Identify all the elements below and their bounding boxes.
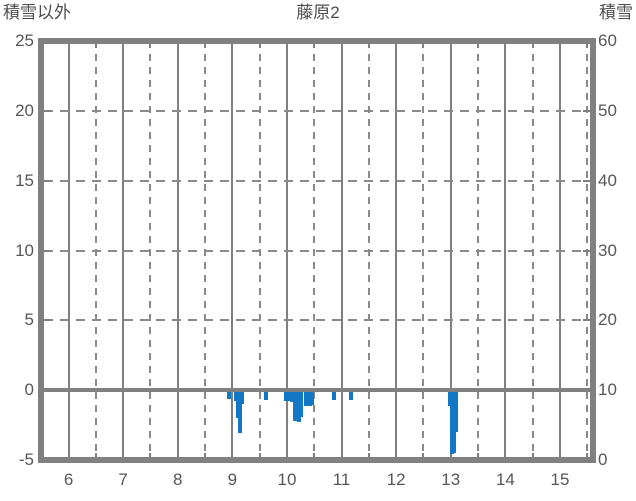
y-axis-tick-label-right: 10 [598, 380, 617, 400]
tick-y-right [583, 319, 590, 322]
bar [235, 390, 240, 419]
y-axis-tick-label-left: 10 [15, 240, 34, 260]
bar [240, 390, 245, 405]
tick-x-bottom [94, 453, 97, 460]
bar [454, 390, 459, 433]
tick-y-left [44, 179, 51, 182]
bar [238, 390, 242, 434]
bar [299, 390, 304, 417]
tick-x-bottom [477, 453, 480, 460]
tick-x-bottom [67, 453, 70, 460]
x-axis-tick-label: 10 [277, 470, 297, 489]
bar [292, 390, 297, 421]
tick-x-top [422, 41, 425, 48]
x-axis-tick-label: 11 [332, 470, 351, 489]
x-axis-tick-label: 9 [227, 470, 238, 489]
bar [294, 390, 299, 417]
tick-x-top [204, 41, 207, 48]
y-axis-tick-label-right: 60 [598, 31, 617, 50]
tick-x-top [367, 41, 370, 48]
bar [307, 390, 312, 406]
tick-x-top [586, 41, 589, 48]
tick-x-top [395, 41, 398, 48]
y-axis-tick-label-right: 20 [598, 310, 617, 330]
tick-x-top [340, 41, 343, 48]
left-axis-title: 積雪以外 [3, 3, 71, 22]
tick-x-bottom [422, 453, 425, 460]
bar [296, 390, 301, 423]
tick-x-bottom [449, 453, 452, 460]
y-axis-tick-label-left: 5 [24, 310, 34, 330]
tick-x-top [504, 41, 507, 48]
x-axis-tick-label: 15 [550, 470, 570, 489]
tick-x-top [285, 41, 288, 48]
gridline-horizontal [44, 249, 590, 252]
tick-x-bottom [504, 453, 507, 460]
tick-x-bottom [313, 453, 316, 460]
y-axis-tick-label-right: 50 [598, 100, 617, 120]
tick-x-top [149, 41, 152, 48]
x-axis-tick-label: 6 [63, 470, 74, 489]
tick-y-right [583, 249, 590, 252]
gridline-horizontal [44, 179, 590, 182]
tick-x-top [449, 41, 452, 48]
bar [303, 390, 308, 406]
axis-spine-left [38, 38, 44, 463]
tick-x-bottom [340, 453, 343, 460]
y-axis-tick-label-right: 30 [598, 240, 617, 260]
bar [452, 390, 457, 453]
tick-x-bottom [285, 453, 288, 460]
page-title: 藤原2 [296, 3, 340, 22]
tick-y-right [583, 109, 590, 112]
tick-x-bottom [258, 453, 261, 460]
y-axis-tick-label-left: -5 [18, 450, 34, 469]
tick-x-top [531, 41, 534, 48]
tick-x-top [558, 41, 561, 48]
tick-x-top [67, 41, 70, 48]
x-axis-tick-label: 7 [118, 470, 128, 489]
tick-x-bottom [204, 453, 207, 460]
tick-x-top [258, 41, 261, 48]
y-axis-tick-label-left: 0 [24, 380, 34, 400]
x-axis-tick-label: 8 [173, 470, 183, 489]
tick-x-bottom [367, 453, 370, 460]
gridline-horizontal [44, 109, 590, 112]
tick-x-bottom [231, 453, 234, 460]
tick-y-right [583, 179, 590, 182]
y-axis-tick-label-left: 15 [15, 170, 34, 190]
axis-spine-right [590, 38, 596, 463]
right-axis-title: 積雪 [599, 3, 633, 22]
bar [305, 390, 310, 406]
tick-y-left [44, 249, 51, 252]
tick-x-top [176, 41, 179, 48]
gridline-horizontal [44, 319, 590, 322]
tick-x-bottom [176, 453, 179, 460]
zero-baseline [44, 388, 590, 393]
tick-x-top [231, 41, 234, 48]
tick-x-top [477, 41, 480, 48]
y-axis-tick-label-left: 20 [15, 100, 34, 120]
tick-x-bottom [122, 453, 125, 460]
y-axis-tick-label-right: 40 [598, 170, 617, 190]
y-axis-tick-label-right: 0 [598, 450, 608, 469]
tick-x-bottom [149, 453, 152, 460]
y-axis-tick-label-left: 25 [15, 31, 34, 50]
tick-x-bottom [531, 453, 534, 460]
tick-x-top [313, 41, 316, 48]
tick-x-bottom [395, 453, 398, 460]
axis-spine-top [38, 38, 596, 44]
tick-x-top [122, 41, 125, 48]
axis-spine-bottom [38, 457, 596, 463]
tick-x-bottom [558, 453, 561, 460]
x-axis-tick-label: 12 [386, 470, 406, 489]
tick-y-left [44, 109, 51, 112]
x-axis-tick-label: 14 [495, 470, 515, 489]
tick-x-top [94, 41, 97, 48]
x-axis-tick-label: 13 [441, 470, 461, 489]
tick-x-bottom [586, 453, 589, 460]
tick-y-left [44, 319, 51, 322]
